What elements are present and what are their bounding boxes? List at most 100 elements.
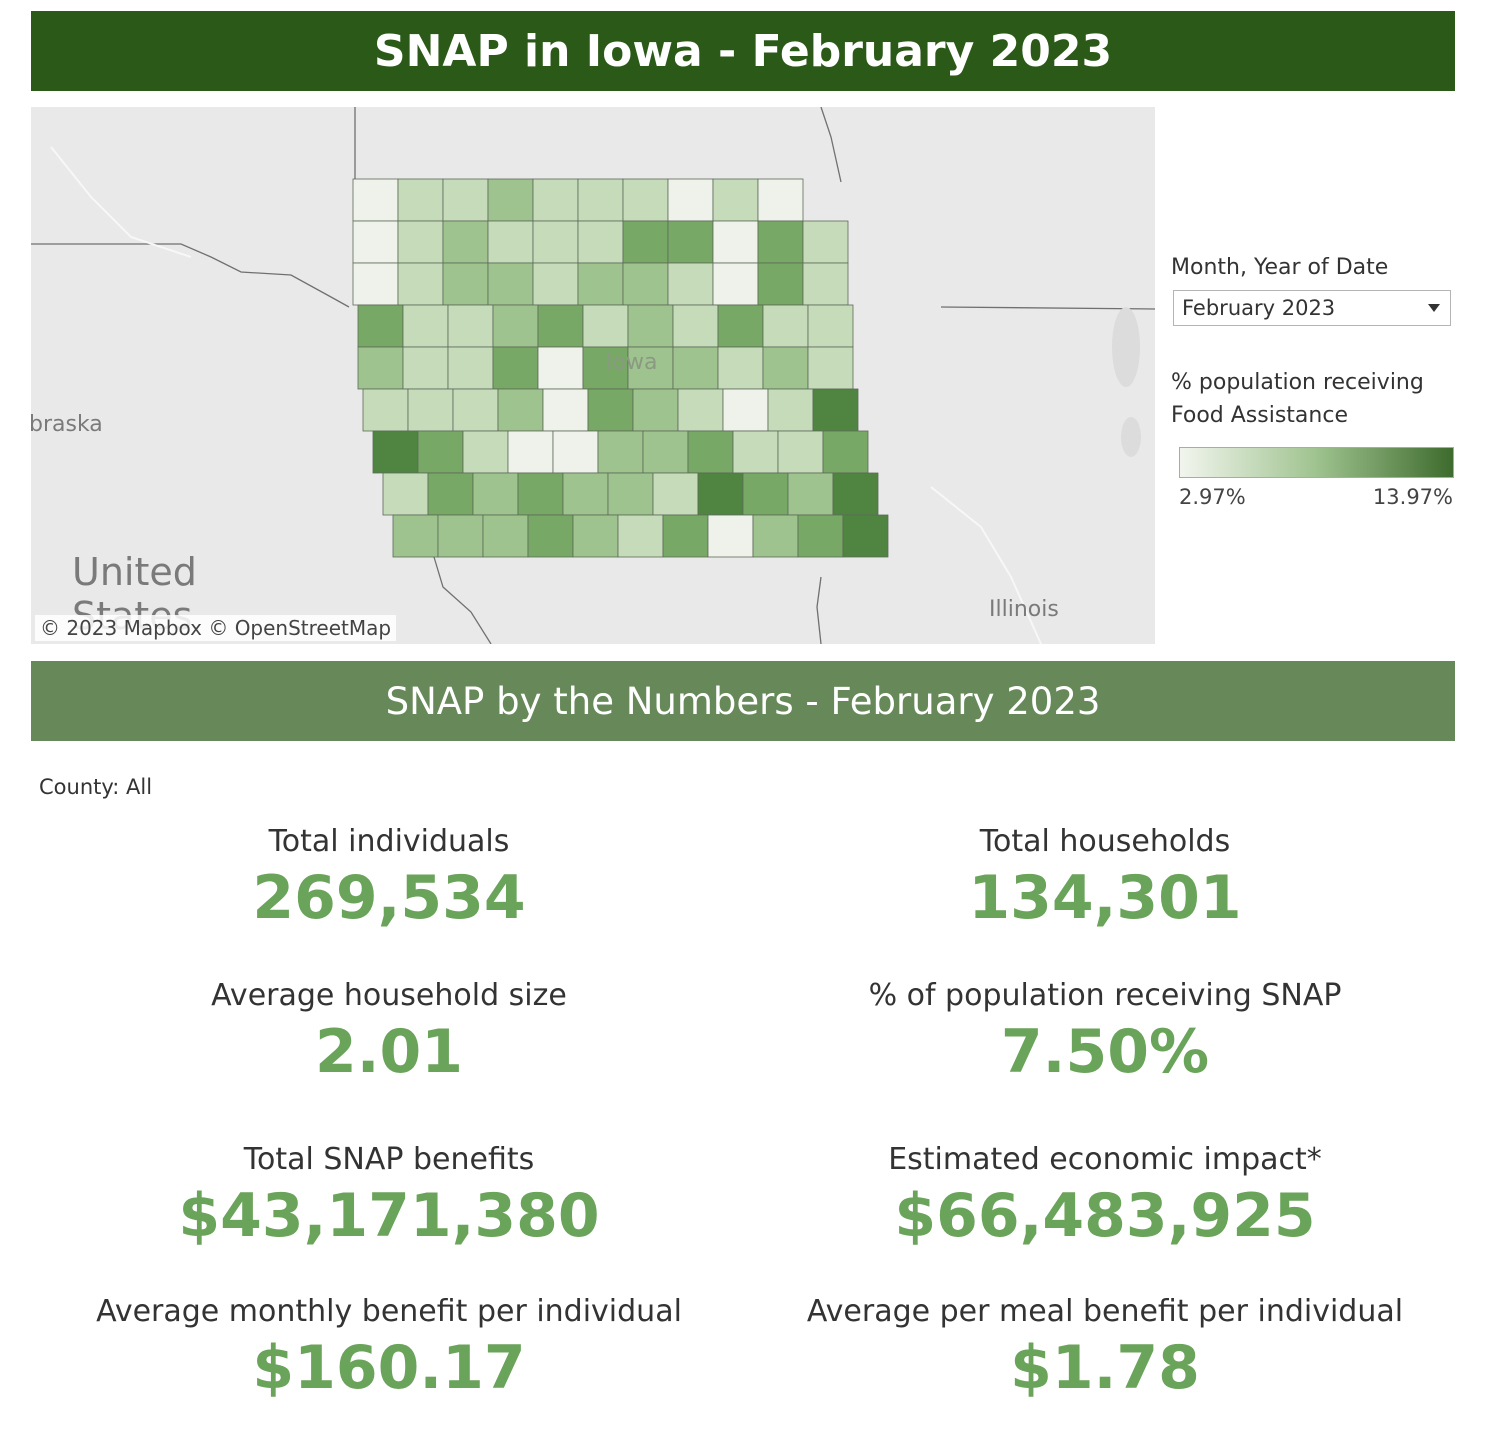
county-tile[interactable] — [532, 220, 579, 264]
county-tile[interactable] — [572, 514, 619, 558]
county-tiles[interactable] — [352, 178, 889, 558]
county-tile[interactable] — [627, 304, 674, 348]
county-tile[interactable] — [822, 430, 869, 474]
county-tile[interactable] — [677, 388, 724, 432]
county-tile[interactable] — [492, 346, 539, 390]
iowa-choropleth-map[interactable]: Iowa braska United States Illinois © 202… — [31, 107, 1155, 644]
county-tile[interactable] — [437, 514, 484, 558]
county-tile[interactable] — [622, 220, 669, 264]
county-tile[interactable] — [497, 388, 544, 432]
county-tile[interactable] — [537, 304, 584, 348]
county-tile[interactable] — [717, 304, 764, 348]
county-tile[interactable] — [597, 430, 644, 474]
county-tile[interactable] — [392, 514, 439, 558]
county-tile[interactable] — [762, 346, 809, 390]
county-tile[interactable] — [712, 220, 759, 264]
county-tile[interactable] — [632, 388, 679, 432]
county-tile[interactable] — [402, 346, 449, 390]
county-tile[interactable] — [687, 430, 734, 474]
county-tile[interactable] — [807, 346, 854, 390]
county-tile[interactable] — [707, 514, 754, 558]
county-tile[interactable] — [757, 178, 804, 222]
county-tile[interactable] — [672, 304, 719, 348]
county-tile[interactable] — [352, 178, 399, 222]
county-tile[interactable] — [517, 472, 564, 516]
county-tile[interactable] — [552, 430, 599, 474]
county-tile[interactable] — [802, 262, 849, 306]
county-tile[interactable] — [577, 178, 624, 222]
county-tile[interactable] — [642, 430, 689, 474]
county-tile[interactable] — [407, 388, 454, 432]
county-tile[interactable] — [582, 304, 629, 348]
county-tile[interactable] — [452, 388, 499, 432]
county-tile[interactable] — [472, 472, 519, 516]
county-tile[interactable] — [442, 220, 489, 264]
county-tile[interactable] — [487, 178, 534, 222]
county-tile[interactable] — [757, 262, 804, 306]
county-tile[interactable] — [427, 472, 474, 516]
county-tile[interactable] — [382, 472, 429, 516]
county-tile[interactable] — [712, 262, 759, 306]
county-tile[interactable] — [372, 430, 419, 474]
county-tile[interactable] — [787, 472, 834, 516]
county-tile[interactable] — [742, 472, 789, 516]
county-tile[interactable] — [662, 514, 709, 558]
county-tile[interactable] — [357, 346, 404, 390]
county-tile[interactable] — [807, 304, 854, 348]
county-tile[interactable] — [842, 514, 889, 558]
county-tile[interactable] — [622, 262, 669, 306]
month-year-dropdown[interactable]: February 2023 — [1173, 290, 1451, 326]
county-tile[interactable] — [717, 346, 764, 390]
county-tile[interactable] — [402, 304, 449, 348]
county-tile[interactable] — [537, 346, 584, 390]
county-tile[interactable] — [527, 514, 574, 558]
county-tile[interactable] — [752, 514, 799, 558]
county-tile[interactable] — [487, 220, 534, 264]
county-tile[interactable] — [362, 388, 409, 432]
county-tile[interactable] — [562, 472, 609, 516]
county-tile[interactable] — [812, 388, 859, 432]
county-tile[interactable] — [722, 388, 769, 432]
county-tile[interactable] — [532, 262, 579, 306]
county-tile[interactable] — [442, 178, 489, 222]
county-tile[interactable] — [797, 514, 844, 558]
county-tile[interactable] — [777, 430, 824, 474]
county-tile[interactable] — [482, 514, 529, 558]
county-tile[interactable] — [672, 346, 719, 390]
county-tile[interactable] — [352, 262, 399, 306]
county-tile[interactable] — [532, 178, 579, 222]
county-tile[interactable] — [577, 220, 624, 264]
county-tile[interactable] — [507, 430, 554, 474]
county-tile[interactable] — [397, 178, 444, 222]
county-tile[interactable] — [712, 178, 759, 222]
county-tile[interactable] — [577, 262, 624, 306]
county-tile[interactable] — [542, 388, 589, 432]
county-tile[interactable] — [832, 472, 879, 516]
county-tile[interactable] — [667, 220, 714, 264]
map-canvas[interactable] — [31, 107, 1155, 644]
county-tile[interactable] — [462, 430, 509, 474]
county-tile[interactable] — [357, 304, 404, 348]
county-tile[interactable] — [732, 430, 779, 474]
county-tile[interactable] — [617, 514, 664, 558]
map-attribution[interactable]: © 2023 Mapbox © OpenStreetMap — [35, 615, 397, 641]
chevron-down-icon[interactable] — [1428, 304, 1440, 312]
county-tile[interactable] — [652, 472, 699, 516]
county-tile[interactable] — [397, 262, 444, 306]
county-tile[interactable] — [802, 220, 849, 264]
county-tile[interactable] — [622, 178, 669, 222]
county-tile[interactable] — [587, 388, 634, 432]
county-tile[interactable] — [397, 220, 444, 264]
county-tile[interactable] — [667, 178, 714, 222]
county-tile[interactable] — [757, 220, 804, 264]
county-tile[interactable] — [492, 304, 539, 348]
county-tile[interactable] — [417, 430, 464, 474]
county-tile[interactable] — [697, 472, 744, 516]
county-tile[interactable] — [487, 262, 534, 306]
county-tile[interactable] — [352, 220, 399, 264]
county-tile[interactable] — [667, 262, 714, 306]
county-tile[interactable] — [447, 346, 494, 390]
county-tile[interactable] — [607, 472, 654, 516]
county-tile[interactable] — [447, 304, 494, 348]
county-tile[interactable] — [442, 262, 489, 306]
